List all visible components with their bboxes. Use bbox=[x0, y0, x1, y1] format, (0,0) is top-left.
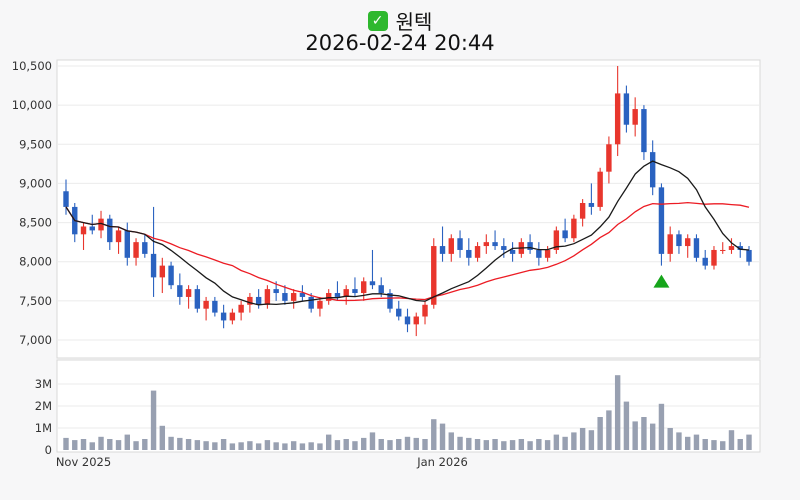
price-axis-labels: 10,500 10,000 9,500 9,000 8,500 8,000 7,500 7,0… bbox=[12, 59, 52, 347]
svg-text:1M: 1M bbox=[35, 421, 52, 435]
svg-text:8,500: 8,500 bbox=[19, 216, 52, 230]
svg-text:9,500: 9,500 bbox=[19, 137, 52, 151]
svg-text:Nov 2025: Nov 2025 bbox=[56, 455, 111, 469]
volume-axis-labels: 3M 2M 1M 0 bbox=[35, 377, 52, 457]
stock-name: 원텍 bbox=[395, 10, 433, 34]
svg-text:8,000: 8,000 bbox=[19, 255, 52, 269]
svg-text:9,000: 9,000 bbox=[19, 176, 52, 190]
buy-signal-marker-icon bbox=[653, 274, 670, 288]
volume-bars bbox=[63, 375, 752, 450]
svg-text:10,500: 10,500 bbox=[12, 59, 52, 73]
svg-text:2M: 2M bbox=[35, 399, 52, 413]
candlestick-volume-chart: 10,500 10,000 9,500 9,000 8,500 8,000 7,500 7,0… bbox=[12, 59, 761, 469]
ma-line-fast-black bbox=[65, 160, 750, 306]
chart-datetime: 2026-02-24 20:44 bbox=[305, 31, 495, 55]
svg-text:7,000: 7,000 bbox=[19, 333, 52, 347]
candles bbox=[63, 66, 752, 337]
checkbox-checked-icon: ✓ bbox=[367, 10, 388, 31]
svg-text:0: 0 bbox=[45, 443, 52, 457]
svg-text:3M: 3M bbox=[35, 377, 52, 391]
svg-text:10,000: 10,000 bbox=[12, 98, 52, 112]
svg-text:7,500: 7,500 bbox=[19, 294, 52, 308]
chart-title: ✓ 원텍 bbox=[0, 6, 800, 35]
svg-text:Jan 2026: Jan 2026 bbox=[416, 455, 468, 469]
x-axis-labels: Nov 2025 Jan 2026 bbox=[56, 455, 468, 469]
chart-area: 10,500 10,000 9,500 9,000 8,500 8,000 7,500 7,0… bbox=[0, 54, 800, 500]
